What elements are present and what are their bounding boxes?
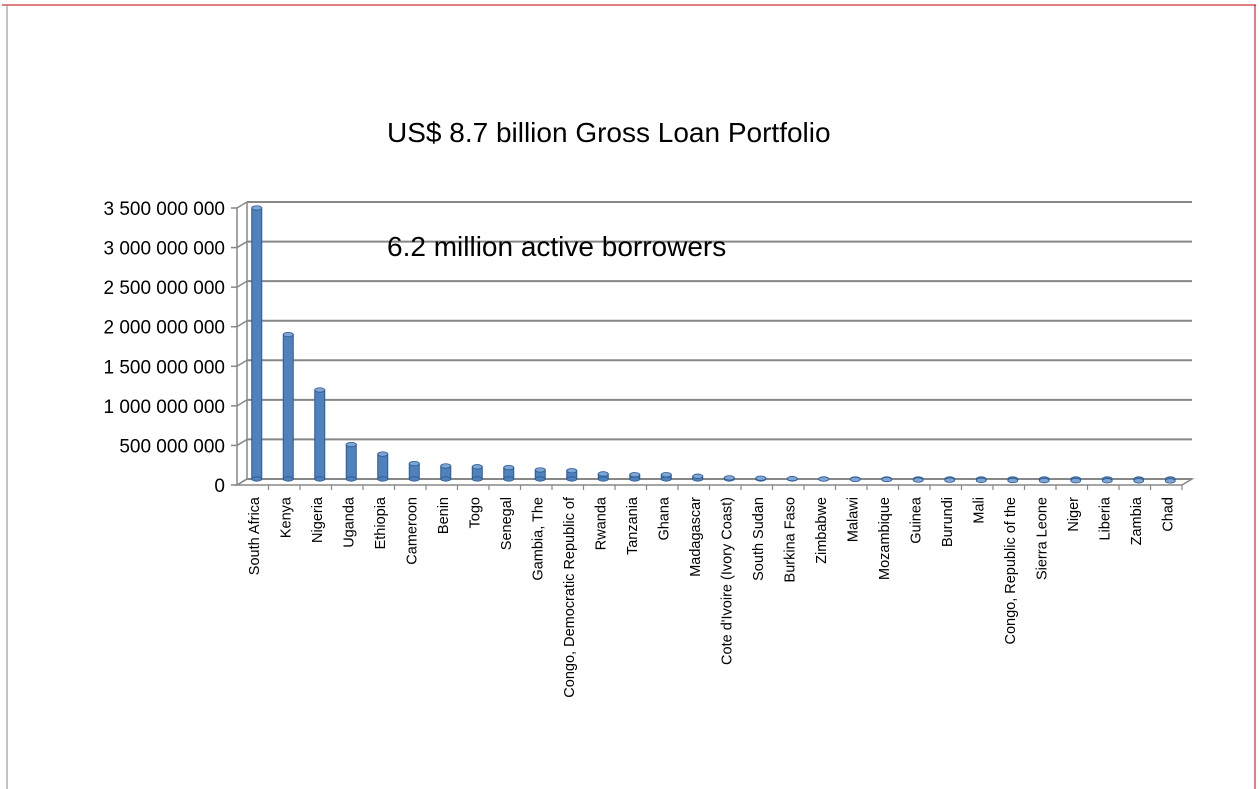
bar-top [534,467,546,473]
x-tick-label: Senegal [499,497,515,550]
bar-base [597,476,609,482]
x-tick-label: Ethiopia [373,496,389,549]
bar-base [440,476,452,482]
bar-top [597,471,609,477]
bar-top [503,464,515,471]
x-tick-label: Burundi [940,497,956,547]
gridline-depth [236,399,248,407]
gridline-depth [236,280,248,288]
x-tick-label: Nigeria [310,496,326,543]
x-tick-label: Madagascar [688,497,704,577]
chart-subtitle: 6.2 million active borrowers [387,231,727,262]
x-tick-label: Mali [971,497,987,524]
y-tick-label: 1 500 000 000 [103,357,225,378]
y-tick-label: 3 500 000 000 [103,199,225,220]
x-tick-label: Ghana [656,496,672,540]
bar-top [692,473,704,479]
y-tick-label: 2 000 000 000 [103,318,225,339]
bar-base [408,476,420,482]
bar-top [408,460,420,467]
x-tick-label: Mozambique [877,497,893,580]
bar [251,207,263,480]
bar [314,389,326,480]
x-tick-label: Gambia, The [530,497,546,581]
bar-top [282,331,294,338]
x-tick-label: Congo, Democratic Republic of [562,496,578,698]
bar-top [345,441,357,448]
bar-top [660,472,672,478]
x-tick-label: Sierra Leone [1034,497,1050,580]
bar-base [251,476,263,482]
bar [377,453,389,480]
bar-base [471,476,483,482]
bar [282,334,294,480]
bar-base [314,476,326,482]
bar-top [1164,478,1176,484]
bar-top [629,472,641,478]
bar-base [377,476,389,482]
x-tick-label: Guinea [908,496,924,544]
bar-top [818,476,830,482]
y-tick-label: 2 500 000 000 [103,278,225,299]
bar-base [660,476,672,482]
bar-top [723,475,735,481]
bar-base [629,476,641,482]
x-tick-label: Burkina Faso [782,497,798,582]
x-tick-label: Zimbabwe [814,497,830,564]
x-tick-label: Kenya [278,496,294,538]
y-tick-label: 3 000 000 000 [103,239,225,260]
bar-top [1133,478,1145,484]
bar [345,444,357,480]
x-tick-label: Chad [1160,497,1176,532]
chart-title: US$ 8.7 billion Gross Loan Portfolio [387,117,831,148]
bar-top [975,477,987,483]
bar-top [1070,478,1082,484]
bar-top [314,387,326,393]
x-tick-label: Tanzania [625,496,641,555]
bar-top [1038,478,1050,484]
y-tick-label: 500 000 000 [119,436,225,457]
bar-top [849,476,861,483]
bar-top [440,463,452,469]
x-tick-label: Niger [1066,497,1082,532]
x-tick-label: Congo, Republic of the [1003,497,1019,645]
bar-top [912,477,924,483]
gridline-depth [236,320,248,328]
x-tick-label: Cote d'Ivoire (Ivory Coast) [719,497,735,665]
bar-top [377,451,389,457]
bar-top [786,476,798,482]
gridline-depth [236,359,248,367]
x-tick-label: Rwanda [593,496,609,550]
x-tick-label: South Africa [247,496,263,575]
gridline-depth [236,438,248,447]
bar-top [251,205,263,211]
bar-top [1007,477,1019,484]
y-tick-label: 1 000 000 000 [103,397,225,418]
bar-top [566,468,578,474]
chart-title-block: US$ 8.7 billion Gross Loan Portfolio 6.2… [387,38,831,304]
x-tick-label: Malawi [845,497,861,542]
y-tick-label: 0 [214,476,225,497]
bar-base [282,476,294,482]
x-tick-label: Zambia [1129,496,1145,545]
x-tick-label: South Sudan [751,497,767,581]
gridline-depth [236,201,248,209]
bar-top [944,477,956,483]
bar-base [503,476,515,482]
gridline-depth [236,240,248,249]
bar-top [471,464,483,470]
bar-base [345,476,357,482]
bar-top [755,475,767,481]
bar-base [534,476,546,482]
bar-top [1101,478,1113,484]
x-tick-label: Liberia [1097,496,1113,540]
bar-base [566,476,578,482]
bar-top [881,476,893,483]
x-tick-label: Benin [436,497,452,534]
x-tick-label: Uganda [341,496,357,548]
bar-chart: 0 500 000 000 1 000 000 000 1 500 000 000 2 … [103,199,1195,698]
x-tick-label: Togo [467,497,483,528]
x-tick-label: Cameroon [404,497,420,565]
